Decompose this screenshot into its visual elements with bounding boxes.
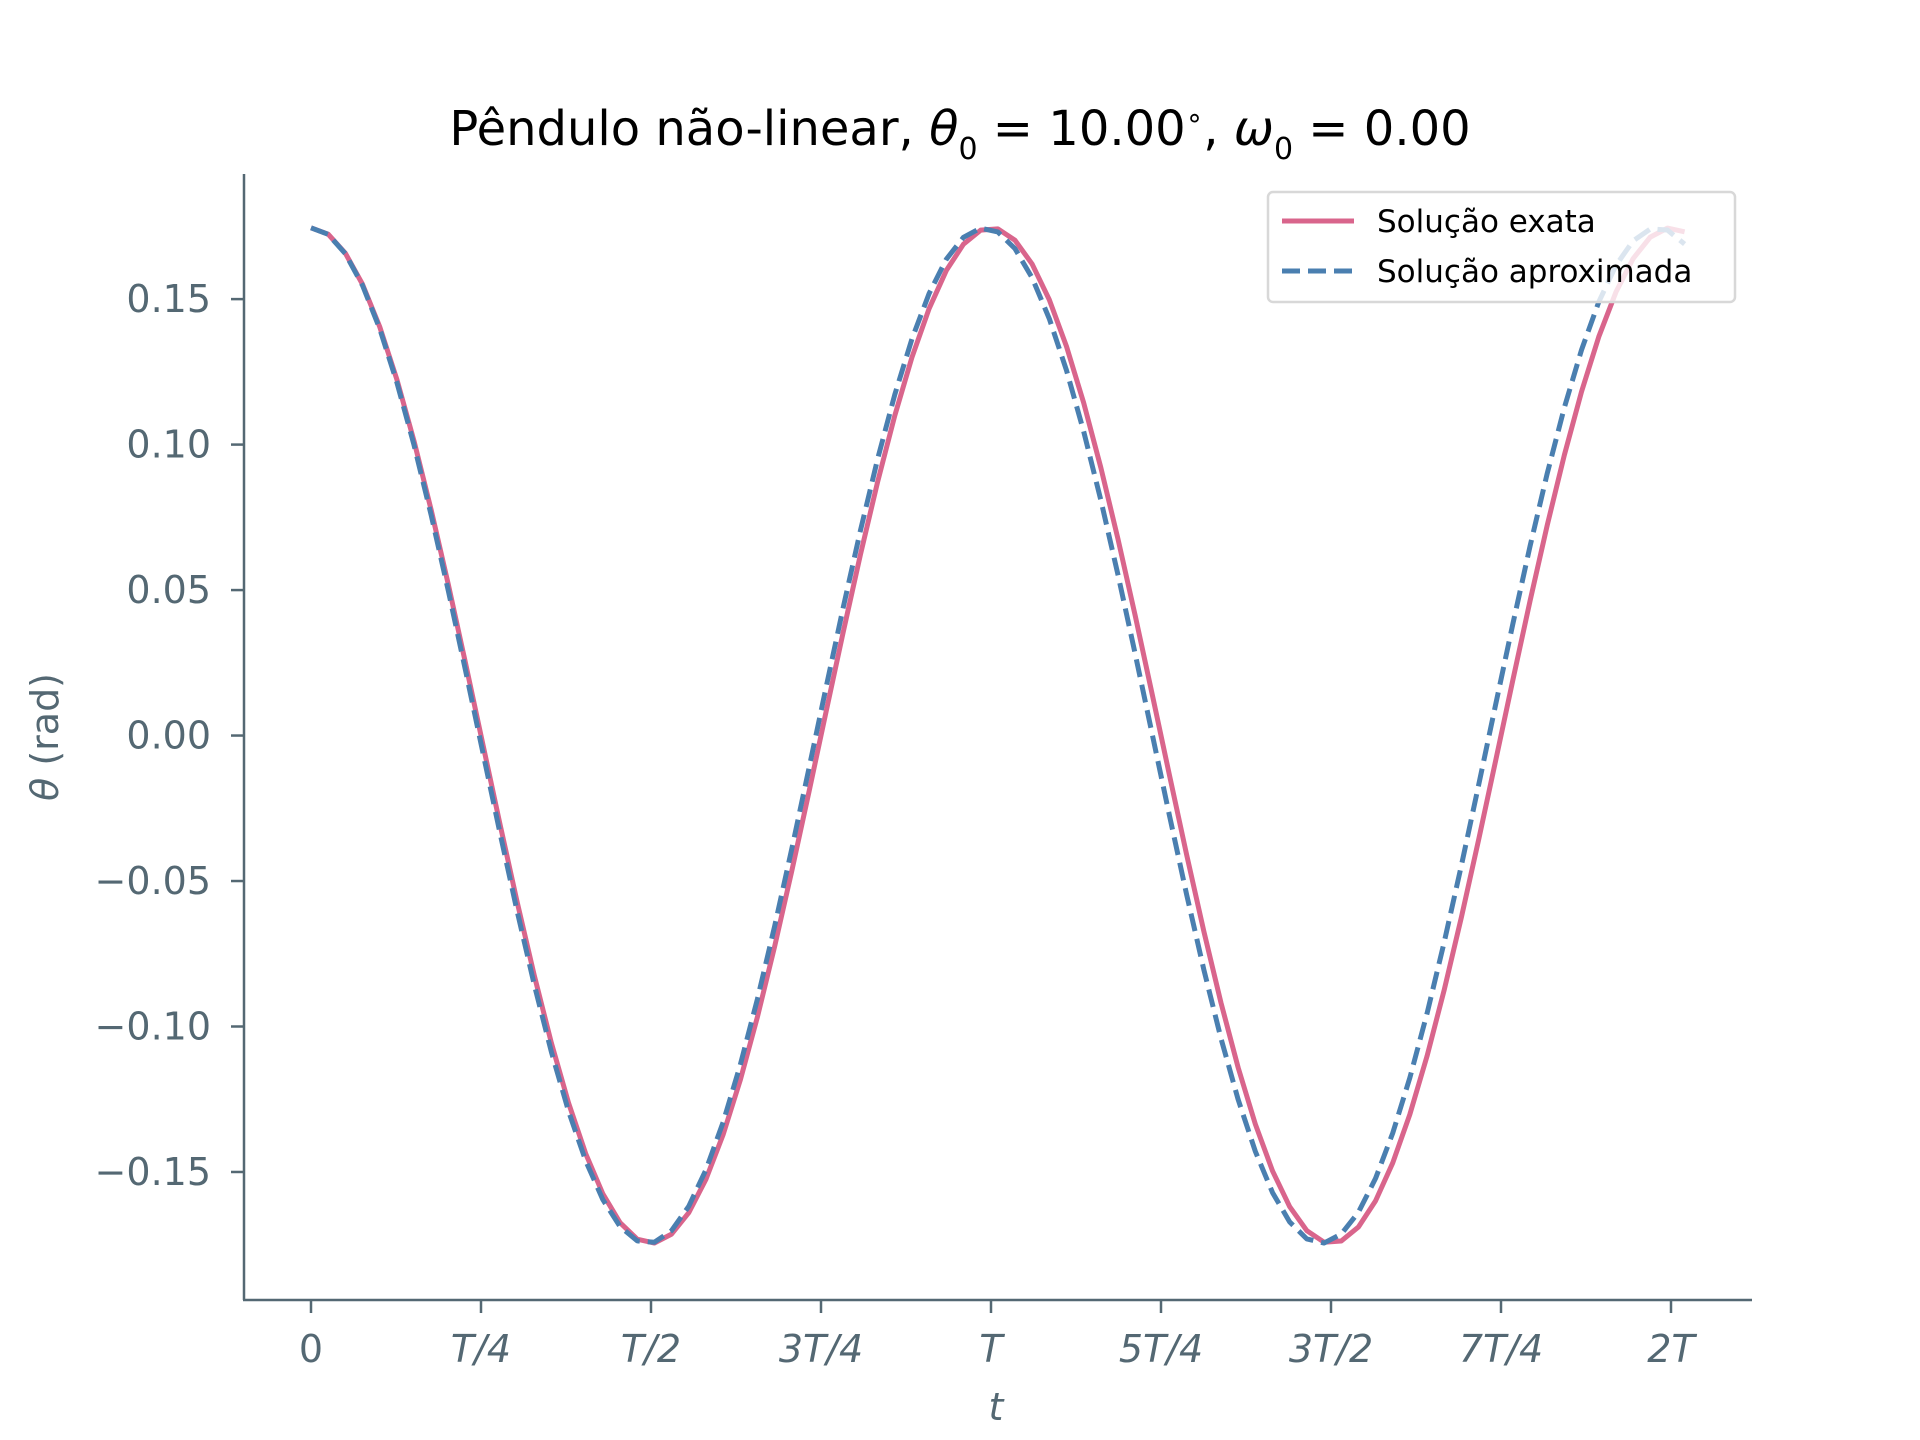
series-layer	[310, 225, 1687, 1246]
y-tick-label: −0.05	[95, 859, 211, 903]
y-axis-ticks: 0.15 0.10 0.05 0.00 −0.05 −0.10 −0.15	[95, 277, 244, 1194]
legend-frame	[1266, 190, 1737, 304]
y-tick-label: 0.05	[126, 568, 211, 612]
legend-label-exact: Solução exata	[1377, 204, 1596, 240]
x-tick-label: 2T	[1647, 1327, 1697, 1371]
x-tick-label: 3T/2	[1289, 1327, 1373, 1371]
x-tick-label: 7T/4	[1459, 1327, 1543, 1371]
x-tick-label: T/2	[621, 1327, 681, 1371]
x-axis-ticks: 0 T/4 T/2 3T/4 T 5T/4 3T/2 7T/4 2T	[299, 1300, 1697, 1371]
y-tick-label: 0.15	[126, 277, 211, 321]
legend-label-approx: Solução aproximada	[1377, 254, 1692, 290]
series-line-approx	[310, 225, 1687, 1246]
chart-title: Pêndulo não-linear, θ0 = 10.00∘, ω0 = 0.…	[449, 101, 1470, 167]
y-tick-label: −0.10	[95, 1005, 211, 1049]
x-tick-label: 0	[299, 1327, 323, 1371]
x-tick-label: 3T/4	[779, 1327, 863, 1371]
y-tick-label: 0.00	[126, 714, 211, 758]
y-axis-title: θ (rad)	[23, 673, 67, 801]
x-axis-title: t	[989, 1385, 1006, 1429]
y-tick-label: −0.15	[95, 1150, 211, 1194]
x-tick-label: 5T/4	[1119, 1327, 1203, 1371]
y-tick-label: 0.10	[126, 423, 211, 467]
x-tick-label: T	[979, 1327, 1005, 1371]
legend: Solução exata Solução aproximada	[1266, 190, 1737, 304]
x-tick-label: T/4	[451, 1327, 511, 1371]
